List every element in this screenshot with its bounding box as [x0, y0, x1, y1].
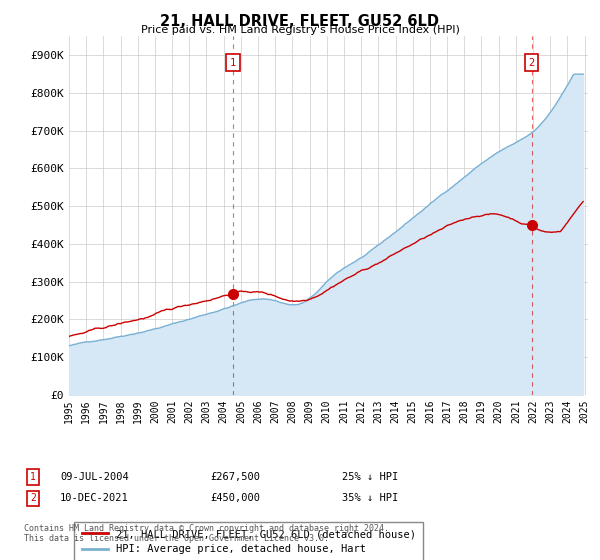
Text: 1: 1 — [230, 58, 236, 68]
Text: £267,500: £267,500 — [210, 472, 260, 482]
Text: 2: 2 — [30, 493, 36, 503]
Text: Contains HM Land Registry data © Crown copyright and database right 2024.
This d: Contains HM Land Registry data © Crown c… — [24, 524, 389, 543]
Text: 21, HALL DRIVE, FLEET, GU52 6LD: 21, HALL DRIVE, FLEET, GU52 6LD — [161, 14, 439, 29]
Text: 10-DEC-2021: 10-DEC-2021 — [60, 493, 129, 503]
Text: 25% ↓ HPI: 25% ↓ HPI — [342, 472, 398, 482]
Text: Price paid vs. HM Land Registry's House Price Index (HPI): Price paid vs. HM Land Registry's House … — [140, 25, 460, 35]
Legend: 21, HALL DRIVE, FLEET, GU52 6LD (detached house), HPI: Average price, detached h: 21, HALL DRIVE, FLEET, GU52 6LD (detache… — [74, 522, 423, 560]
Text: 09-JUL-2004: 09-JUL-2004 — [60, 472, 129, 482]
Text: 1: 1 — [30, 472, 36, 482]
Text: 35% ↓ HPI: 35% ↓ HPI — [342, 493, 398, 503]
Text: 2: 2 — [529, 58, 535, 68]
Text: £450,000: £450,000 — [210, 493, 260, 503]
